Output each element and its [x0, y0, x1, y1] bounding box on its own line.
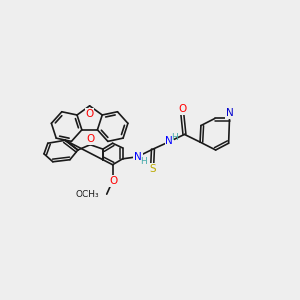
Text: H: H: [171, 133, 178, 142]
Text: N: N: [165, 136, 173, 146]
Text: N: N: [226, 108, 233, 118]
Text: OCH₃: OCH₃: [76, 190, 99, 199]
Text: N: N: [134, 152, 142, 162]
Text: H: H: [140, 157, 147, 166]
Text: O: O: [86, 134, 94, 144]
Text: O: O: [178, 104, 187, 114]
Text: S: S: [149, 164, 156, 174]
Text: O: O: [109, 176, 117, 186]
Text: O: O: [85, 109, 94, 119]
